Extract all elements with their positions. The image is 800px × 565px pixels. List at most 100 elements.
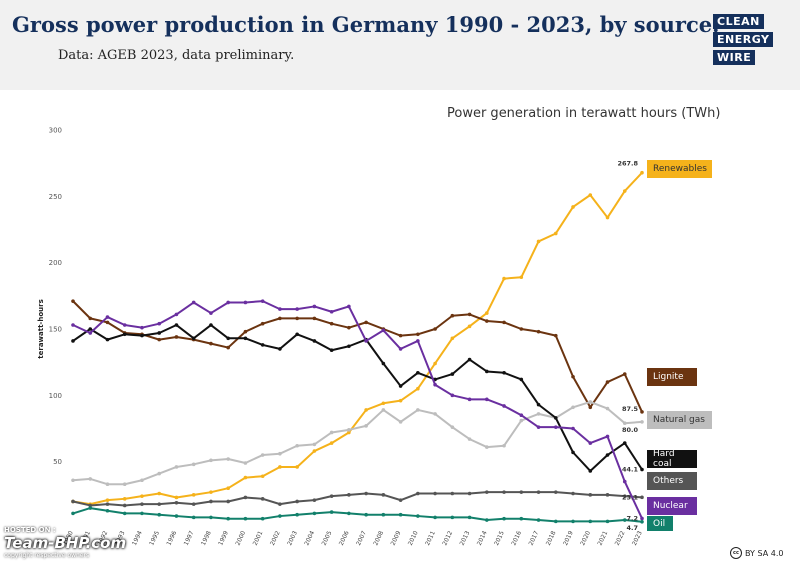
data-point-oil [329,510,334,514]
x-tick-label: 2013 [459,530,472,547]
data-point-lignite [398,333,403,338]
data-point-hard-coal [174,323,179,327]
data-point-lignite [536,329,541,334]
data-point-nuclear [519,413,524,418]
data-point-others [398,498,403,502]
license-badge: cc BY SA 4.0 [730,547,783,559]
data-point-nuclear [398,347,403,351]
data-point-others [381,493,386,497]
data-point-nuclear [381,328,386,333]
series-line-oil [72,507,643,523]
data-point-others [416,491,420,496]
data-point-others [295,499,299,504]
data-point-nuclear [157,321,162,326]
data-point-hard-coal [209,323,213,327]
data-point-others [122,503,127,508]
data-point-renewables [622,189,627,193]
data-point-renewables [450,336,455,341]
data-point-oil [416,514,420,518]
page-subtitle: Data: AGEB 2023, data preliminary. [58,48,295,63]
data-point-others [105,502,110,506]
data-point-nuclear [312,304,317,309]
data-point-others [260,497,265,501]
data-point-oil [450,515,455,520]
data-point-renewables [536,239,541,244]
creative-commons-icon: cc [730,547,742,559]
data-point-lignite [467,312,472,317]
data-point-lignite [329,321,334,326]
data-point-natural-gas [398,420,403,424]
data-point-nuclear [122,323,127,327]
data-point-hard-coal [140,333,144,338]
series-line-natural-gas [72,400,643,486]
data-point-lignite [605,380,610,384]
data-point-renewables [347,430,351,435]
data-point-renewables [519,275,524,280]
x-tick-label: 2016 [510,530,523,547]
x-tick-label: 2000 [234,530,247,547]
data-point-nuclear [605,434,610,439]
data-point-others [485,490,489,494]
data-point-lignite [295,316,299,321]
data-point-oil [433,515,437,520]
data-point-others [622,494,627,498]
data-point-others [209,499,213,504]
data-point-natural-gas [433,412,437,416]
data-point-renewables [588,193,593,197]
data-point-natural-gas [260,453,265,457]
x-tick-label: 2001 [252,530,265,547]
x-tick-label: 1998 [200,530,213,547]
data-point-nuclear [536,425,541,429]
data-point-natural-gas [312,442,317,447]
data-point-others [450,491,455,496]
data-point-renewables [312,449,317,453]
data-point-oil [260,516,265,521]
data-point-natural-gas [485,445,489,449]
legend-item-oil: Oil [647,516,673,531]
data-point-others [467,491,472,496]
x-tick-label: 2022 [614,530,627,547]
data-point-natural-gas [105,482,110,487]
y-tick-label: 100 [49,392,62,400]
x-tick-label: 2004 [303,530,316,547]
data-point-nuclear [622,479,627,484]
data-point-oil [571,519,575,524]
data-point-hard-coal [553,416,558,420]
data-point-others [605,493,610,497]
data-point-lignite [105,320,110,325]
data-point-lignite [588,405,593,410]
x-tick-label: 2018 [545,530,558,547]
data-point-oil [105,508,110,513]
data-point-lignite [347,325,351,330]
data-point-oil [398,512,403,517]
data-point-natural-gas [191,462,196,467]
data-point-hard-coal [157,331,162,335]
data-point-others [71,499,75,504]
data-point-natural-gas [467,437,472,441]
data-point-hard-coal [243,336,248,341]
data-point-renewables [485,311,489,315]
y-tick-label: 50 [53,458,62,466]
x-tick-label: 2005 [321,530,334,547]
data-point-nuclear [416,339,420,343]
data-point-oil [605,519,610,524]
x-tick-label: 2017 [528,530,541,547]
data-point-natural-gas [226,457,230,461]
data-point-nuclear [553,425,558,429]
data-point-lignite [433,327,437,331]
data-point-renewables [191,493,196,497]
data-point-natural-gas [588,400,593,404]
data-point-oil [88,506,93,510]
data-point-oil [278,514,282,518]
data-point-others [312,498,317,502]
x-tick-label: 2012 [441,530,454,547]
data-point-hard-coal [191,336,196,341]
chart-title: Power generation in terawatt hours (TWh) [447,106,721,121]
x-tick-label: 2021 [597,530,610,547]
data-point-lignite [416,332,420,337]
data-point-lignite [209,341,213,346]
data-point-oil [312,511,317,516]
data-point-nuclear [571,426,575,431]
data-point-others [553,490,558,494]
